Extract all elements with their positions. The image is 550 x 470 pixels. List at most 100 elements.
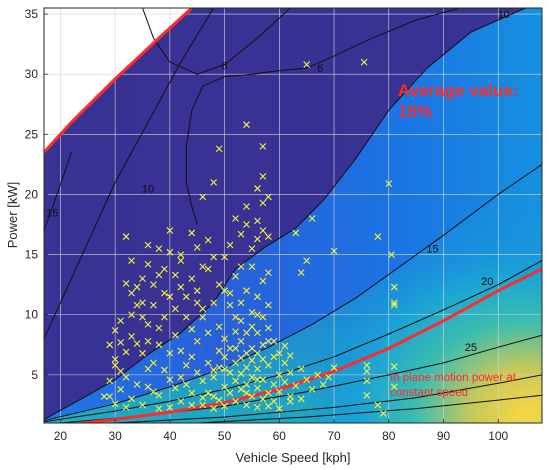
scatter-point	[215, 323, 223, 331]
scatter-point	[177, 397, 185, 405]
contour-line	[197, 394, 542, 423]
scatter-point	[188, 325, 196, 333]
contour-line	[44, 260, 542, 423]
scatter-point	[133, 381, 141, 388]
scatter-point	[243, 364, 250, 372]
scatter-point	[204, 236, 212, 244]
x-tick-label: 70	[327, 429, 341, 443]
y-tick-label: 10	[25, 308, 39, 322]
contour-label: 20	[481, 276, 493, 288]
scatter-point	[193, 299, 201, 307]
scatter-point	[128, 289, 135, 297]
scatter-point	[270, 397, 278, 405]
scatter-point	[155, 324, 163, 332]
scatter-point	[161, 289, 168, 297]
scatter-point	[210, 179, 218, 186]
scatter-point	[259, 355, 267, 363]
scatter-point	[128, 311, 135, 319]
scatter-point	[232, 359, 239, 367]
scatter-point	[177, 257, 185, 264]
scatter-point	[193, 369, 201, 376]
scatter-point	[292, 229, 300, 237]
scatter-point	[390, 299, 398, 307]
scatter-point	[237, 370, 245, 378]
scatter-point	[128, 257, 135, 264]
scatter-point	[210, 299, 218, 307]
scatter-point	[292, 382, 300, 390]
scatter-point	[221, 287, 228, 295]
y-tick-label: 25	[25, 127, 39, 141]
scatter-point	[199, 394, 207, 402]
scatter-point	[221, 353, 228, 361]
scatter-point	[379, 409, 387, 417]
scatter-point	[297, 269, 305, 277]
scatter-point	[122, 280, 130, 287]
contour-label: 15	[46, 207, 58, 219]
scatter-point	[259, 395, 267, 403]
scatter-point	[390, 283, 398, 291]
contour-label: 6	[222, 61, 228, 73]
scatter-point	[243, 121, 250, 129]
scatter-point	[161, 265, 168, 273]
scatter-point	[193, 243, 201, 251]
scatter-point	[254, 365, 261, 373]
scatter-point	[210, 253, 218, 261]
scatter-point	[177, 347, 185, 355]
scatter-point	[117, 367, 125, 375]
scatter-point	[243, 203, 250, 210]
y-tick-label: 15	[25, 248, 39, 262]
x-tick-label: 60	[273, 429, 287, 443]
plot-background: 10 15 6 6 10 15 20 25	[43, 7, 543, 424]
contour-line	[142, 8, 291, 75]
scatter-point	[155, 405, 163, 412]
x-axis-label: Vehicle Speed [kph]	[236, 450, 351, 465]
scatter-point	[286, 352, 294, 360]
scatter-point	[254, 349, 261, 357]
scatter-point	[161, 366, 168, 374]
contour-line	[44, 163, 542, 422]
scatter-point	[117, 385, 125, 393]
scatter-point	[150, 301, 157, 309]
scatter-point	[254, 235, 261, 243]
x-tick-label: 80	[382, 429, 396, 443]
scatter-point	[264, 301, 272, 309]
scatter-points	[100, 58, 398, 417]
scatter-point	[226, 369, 234, 376]
scatter-point	[171, 271, 179, 279]
scatter-point	[259, 199, 267, 207]
scatter-point	[248, 308, 256, 316]
scatter-point	[297, 395, 305, 403]
scatter-point	[193, 287, 201, 295]
scatter-point	[248, 245, 256, 252]
scatter-point	[133, 301, 141, 309]
scatter-point	[226, 301, 234, 309]
scatter-point	[199, 401, 207, 409]
scatter-point	[210, 373, 218, 381]
scatter-point	[388, 251, 395, 258]
scatter-point	[199, 263, 207, 271]
scatter-point	[243, 389, 250, 397]
scatter-point	[259, 173, 267, 180]
scatter-point	[199, 313, 207, 321]
scatter-point	[221, 383, 228, 391]
scatter-point	[161, 313, 168, 321]
annotations: Average value: 15% In plane motion power…	[390, 81, 518, 399]
scatter-point	[155, 245, 163, 252]
scatter-point	[139, 401, 146, 409]
scatter-point	[264, 324, 272, 332]
contour-label: 15	[426, 244, 438, 256]
scatter-point	[248, 357, 256, 364]
scatter-point	[243, 381, 250, 388]
contour-line	[44, 8, 526, 420]
scatter-point	[243, 401, 250, 409]
scatter-point	[264, 233, 272, 240]
scatter-point	[144, 337, 152, 345]
scatter-point	[188, 353, 196, 361]
scatter-point	[150, 281, 157, 289]
scatter-point	[281, 378, 289, 386]
scatter-point	[111, 400, 119, 408]
scatter-point	[264, 389, 272, 397]
scatter-point	[166, 349, 174, 357]
y-tick-label: 30	[25, 67, 39, 81]
scatter-point	[248, 263, 256, 271]
